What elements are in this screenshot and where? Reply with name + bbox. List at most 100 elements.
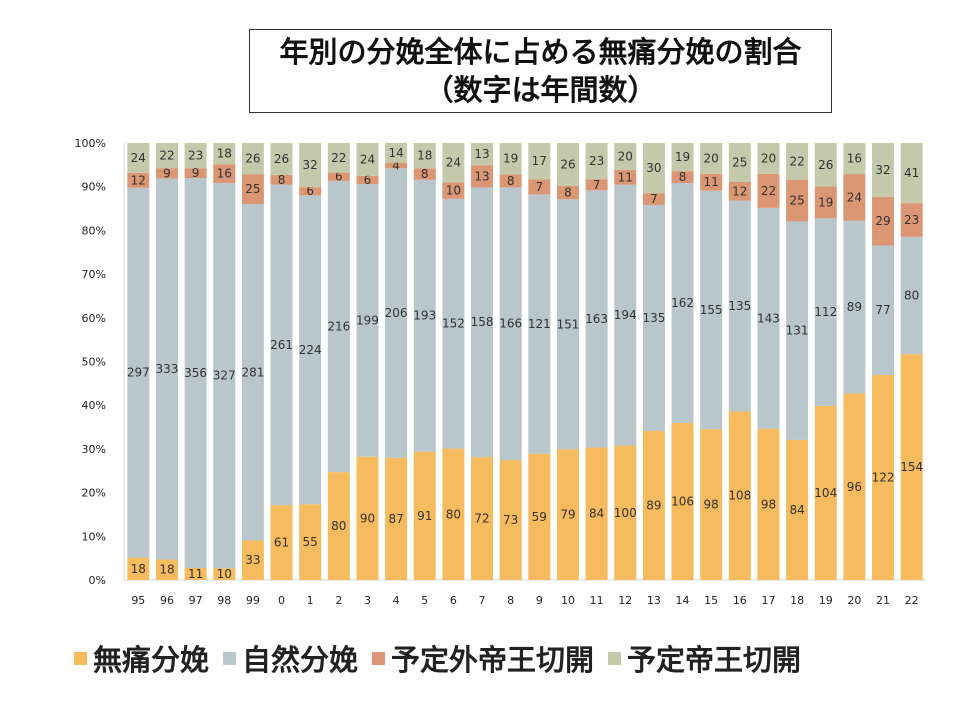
data-label: 89 <box>646 498 661 512</box>
data-label: 224 <box>299 343 322 357</box>
bar-segment <box>241 540 264 580</box>
data-label: 18 <box>417 149 432 163</box>
data-label: 25 <box>245 182 260 196</box>
x-tick-label: 19 <box>819 594 833 607</box>
data-label: 91 <box>417 509 432 523</box>
data-label: 30 <box>646 161 661 175</box>
x-tick-label: 2 <box>335 594 342 607</box>
bar-segment <box>299 143 322 188</box>
bar-segment <box>270 143 293 175</box>
data-label: 23 <box>589 154 604 168</box>
data-label: 13 <box>474 147 489 161</box>
x-tick-label: 12 <box>618 594 632 607</box>
data-label: 61 <box>274 536 289 550</box>
data-label: 8 <box>564 186 572 200</box>
data-label: 80 <box>446 507 461 521</box>
data-label: 11 <box>618 170 633 184</box>
y-tick-label: 80% <box>82 224 106 237</box>
y-tick-label: 90% <box>82 181 106 194</box>
y-tick-label: 50% <box>82 356 106 369</box>
bar-segment <box>413 179 436 452</box>
x-tick-label: 95 <box>131 594 145 607</box>
bar-segment <box>442 182 465 199</box>
data-label: 32 <box>875 163 890 177</box>
data-label: 24 <box>847 190 862 204</box>
data-label: 327 <box>213 369 236 383</box>
bar-segment <box>155 168 178 179</box>
legend-label: 予定帝王切開 <box>627 643 802 677</box>
data-label: 106 <box>671 494 694 508</box>
data-label: 79 <box>560 508 575 522</box>
data-label: 10 <box>217 567 232 581</box>
bar-segment <box>270 505 293 580</box>
data-label: 163 <box>585 312 608 326</box>
x-tick-label: 3 <box>364 594 371 607</box>
data-label: 22 <box>331 151 346 165</box>
x-tick-label: 98 <box>217 594 231 607</box>
bar-segment <box>814 218 837 406</box>
legend-item: 予定帝王切開 <box>608 637 801 679</box>
chart-title-box: 年別の分娩全体に占める無痛分娩の割合 （数字は年間数） <box>249 29 832 113</box>
y-tick-label: 20% <box>82 487 106 500</box>
data-label: 98 <box>704 498 719 512</box>
bar-segment <box>556 143 579 187</box>
x-tick-label: 5 <box>421 594 428 607</box>
data-label: 6 <box>364 173 372 187</box>
bar-segment <box>385 162 408 169</box>
bar-segment <box>528 453 551 580</box>
legend-item: 予定外帝王切開 <box>372 637 594 679</box>
data-label: 18 <box>159 563 174 577</box>
bar-segment <box>184 567 207 580</box>
data-label: 18 <box>131 562 146 576</box>
data-label: 122 <box>872 470 895 484</box>
data-label: 72 <box>474 512 489 526</box>
data-label: 87 <box>388 512 403 526</box>
data-label: 6 <box>306 184 314 198</box>
bar-segment <box>184 143 207 169</box>
bar-segment <box>471 165 494 188</box>
bar-segment <box>385 457 408 580</box>
data-label: 84 <box>589 507 604 521</box>
x-tick-label: 8 <box>507 594 514 607</box>
data-label: 108 <box>728 489 751 503</box>
bar-segment <box>184 178 207 568</box>
x-tick-label: 14 <box>676 594 690 607</box>
data-label: 193 <box>413 309 436 323</box>
bar-segment <box>213 568 236 580</box>
data-label: 22 <box>761 184 776 198</box>
bar-segment <box>757 428 780 580</box>
data-label: 297 <box>127 366 150 380</box>
data-label: 19 <box>503 152 518 166</box>
stacked-bar-chart: 0%10%20%30%40%50%60%70%80%90%100%1829712… <box>75 137 926 607</box>
data-label: 121 <box>528 317 551 331</box>
y-tick-label: 40% <box>82 399 106 412</box>
bar-segment <box>843 143 866 175</box>
chart-title: 年別の分娩全体に占める無痛分娩の割合 <box>279 35 802 69</box>
bar-segment <box>728 143 751 183</box>
bar-segment <box>270 184 293 506</box>
data-label: 20 <box>704 151 719 165</box>
data-label: 100 <box>614 506 637 520</box>
y-tick-label: 70% <box>82 268 106 281</box>
data-label: 356 <box>184 366 207 380</box>
data-label: 24 <box>446 156 461 170</box>
data-label: 194 <box>614 308 637 322</box>
data-label: 9 <box>192 166 200 180</box>
data-label: 7 <box>593 178 601 192</box>
bar-segment <box>728 182 751 201</box>
bar-segment <box>671 182 694 423</box>
bar-segment <box>442 143 465 183</box>
data-label: 29 <box>875 214 890 228</box>
data-label: 8 <box>679 170 687 184</box>
x-tick-label: 22 <box>905 594 919 607</box>
x-tick-label: 13 <box>647 594 661 607</box>
bar-segment <box>442 448 465 580</box>
x-tick-label: 6 <box>450 594 457 607</box>
x-tick-label: 10 <box>561 594 575 607</box>
data-label: 151 <box>557 317 580 331</box>
bar-segment <box>614 169 637 185</box>
data-label: 23 <box>188 149 203 163</box>
bar-segment <box>642 430 665 580</box>
bar-segment <box>671 143 694 172</box>
bar-segment <box>127 557 150 580</box>
